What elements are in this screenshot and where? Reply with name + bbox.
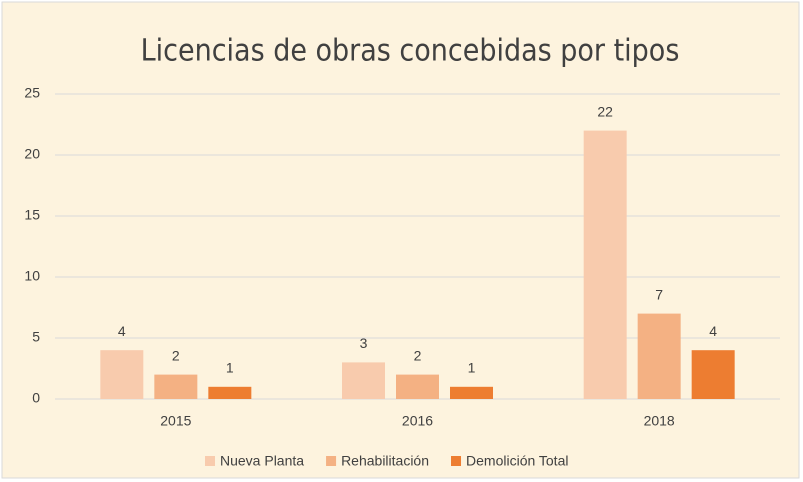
bar: [396, 374, 439, 399]
bar: [637, 313, 681, 399]
data-label: 1: [468, 360, 476, 376]
bar: [342, 362, 385, 399]
data-label: 22: [597, 103, 613, 119]
data-label: 7: [655, 286, 663, 302]
y-tick-label: 10: [24, 268, 40, 284]
legend-label: Demolición Total: [466, 453, 568, 469]
y-tick-label: 15: [24, 207, 40, 223]
x-tick-label: 2018: [644, 413, 675, 429]
bar: [208, 386, 252, 399]
legend-swatch: [205, 456, 215, 466]
y-tick-label: 5: [32, 329, 40, 345]
bar: [100, 350, 144, 399]
legend-label: Nueva Planta: [220, 453, 304, 469]
bar: [154, 374, 198, 399]
chart-title: Licencias de obras concebidas por tipos: [141, 34, 680, 69]
legend-swatch: [451, 456, 462, 466]
data-label: 4: [118, 323, 126, 339]
y-tick-label: 25: [24, 85, 40, 101]
data-label: 4: [709, 323, 717, 339]
data-label: 2: [172, 347, 180, 363]
bar: [583, 130, 627, 399]
y-tick-label: 20: [24, 146, 40, 162]
x-tick-label: 2016: [402, 413, 433, 429]
legend-swatch: [326, 456, 337, 466]
x-tick-label: 2015: [160, 413, 191, 429]
legend-label: Rehabilitación: [341, 453, 429, 469]
data-label: 2: [414, 347, 422, 363]
data-label: 1: [226, 360, 234, 376]
y-tick-label: 0: [32, 390, 40, 406]
data-label: 3: [360, 335, 368, 351]
bar: [691, 350, 735, 399]
bar: [450, 386, 493, 399]
